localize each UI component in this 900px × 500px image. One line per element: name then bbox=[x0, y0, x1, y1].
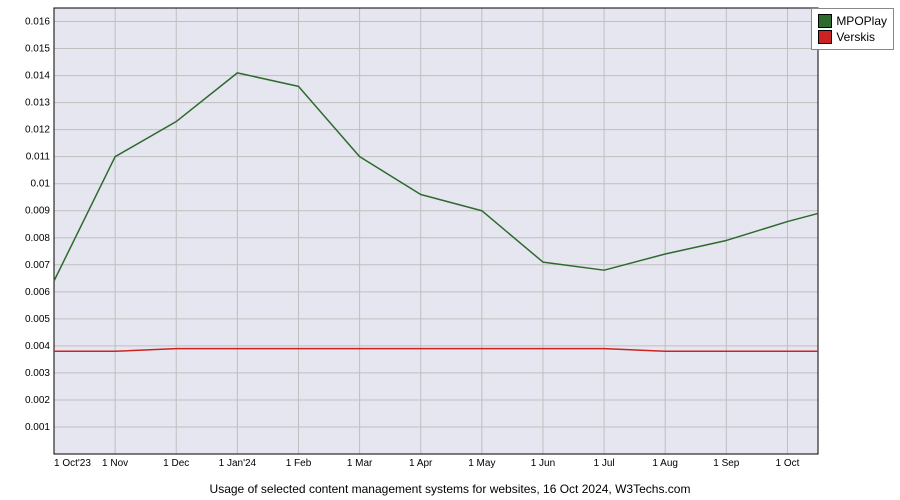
legend-swatch bbox=[818, 30, 832, 44]
svg-text:0.016: 0.016 bbox=[25, 17, 50, 28]
legend-item: Verskis bbox=[818, 29, 887, 45]
svg-text:1 Aug: 1 Aug bbox=[652, 458, 678, 469]
svg-text:0.003: 0.003 bbox=[25, 368, 50, 379]
legend-swatch bbox=[818, 14, 832, 28]
svg-text:0.005: 0.005 bbox=[25, 314, 50, 325]
legend-label: MPOPlay bbox=[836, 13, 887, 29]
line-chart: 0.001 0.002 0.003 0.004 0.005 0.006 0.007 0.008… bbox=[0, 0, 900, 478]
svg-text:1 Apr: 1 Apr bbox=[409, 458, 433, 469]
svg-text:0.015: 0.015 bbox=[25, 44, 50, 55]
svg-text:1 Oct'23: 1 Oct'23 bbox=[54, 458, 91, 469]
svg-text:0.008: 0.008 bbox=[25, 233, 50, 244]
svg-text:1 Dec: 1 Dec bbox=[163, 458, 189, 469]
chart-caption: Usage of selected content management sys… bbox=[0, 482, 900, 496]
svg-text:0.012: 0.012 bbox=[25, 125, 50, 136]
svg-text:1 Jun: 1 Jun bbox=[531, 458, 555, 469]
svg-text:1 Jan'24: 1 Jan'24 bbox=[219, 458, 257, 469]
svg-text:0.004: 0.004 bbox=[25, 341, 50, 352]
svg-text:0.007: 0.007 bbox=[25, 260, 50, 271]
svg-text:0.001: 0.001 bbox=[25, 422, 50, 433]
legend-item: MPOPlay bbox=[818, 13, 887, 29]
svg-text:0.002: 0.002 bbox=[25, 395, 50, 406]
svg-text:0.01: 0.01 bbox=[31, 179, 51, 190]
svg-text:0.011: 0.011 bbox=[26, 152, 51, 163]
legend-label: Verskis bbox=[836, 29, 875, 45]
svg-text:1 May: 1 May bbox=[468, 458, 495, 469]
svg-text:0.006: 0.006 bbox=[25, 287, 50, 298]
legend: MPOPlay Verskis bbox=[811, 8, 894, 50]
svg-text:0.009: 0.009 bbox=[25, 206, 50, 217]
svg-text:1 Oct: 1 Oct bbox=[775, 458, 799, 469]
chart-container: 0.001 0.002 0.003 0.004 0.005 0.006 0.007 0.008… bbox=[0, 0, 900, 500]
svg-text:0.014: 0.014 bbox=[25, 71, 50, 82]
svg-text:1 Feb: 1 Feb bbox=[286, 458, 312, 469]
svg-text:0.013: 0.013 bbox=[25, 98, 50, 109]
svg-text:1 Jul: 1 Jul bbox=[594, 458, 615, 469]
svg-text:1 Sep: 1 Sep bbox=[713, 458, 740, 469]
svg-text:1 Nov: 1 Nov bbox=[102, 458, 128, 469]
svg-text:1 Mar: 1 Mar bbox=[347, 458, 373, 469]
